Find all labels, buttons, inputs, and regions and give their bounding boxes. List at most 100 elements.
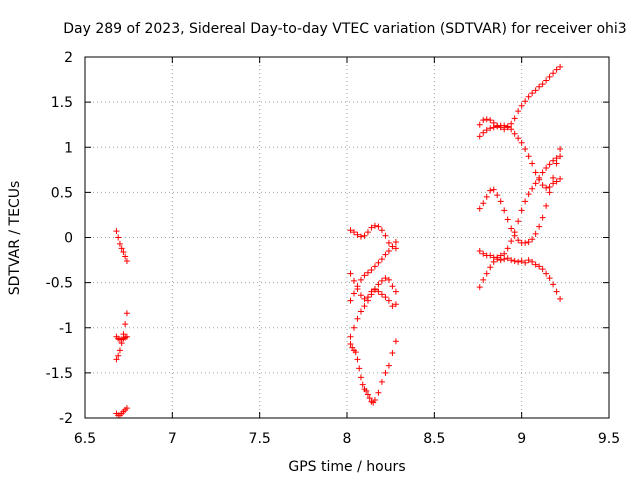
data-point [546,189,553,196]
data-point [361,303,368,310]
data-point [557,295,564,302]
grid-lines [85,57,609,418]
data-point [525,239,532,246]
data-point [382,275,389,282]
data-point [361,272,368,279]
data-point [511,115,518,122]
data-point [487,117,494,124]
x-tick-label: 8.5 [423,431,445,447]
data-point [364,269,371,276]
data-point [508,126,515,133]
x-tick-label: 6.5 [74,431,96,447]
data-point [494,192,501,199]
data-point [120,248,127,255]
data-point [515,108,522,115]
data-point [354,356,361,363]
y-tick-labels: -2 -1.5 -1 -0.5 0 0.5 1 1.5 2 [46,50,73,427]
data-point [487,252,494,259]
data-point [480,117,487,124]
data-point [539,214,546,221]
data-point [529,258,536,265]
data-point [354,315,361,322]
data-point [518,257,525,264]
y-axis-label: SDTVAR / TECUs [7,181,23,296]
y-tick-label: -1 [59,321,73,337]
data-point [494,123,501,130]
data-point [378,277,385,284]
data-point [347,333,354,340]
data-point [508,257,515,264]
data-point [364,229,371,236]
data-point [553,160,560,167]
data-point [389,303,396,310]
data-point [508,120,515,127]
data-point [546,73,553,80]
chart-title: Day 289 of 2023, Sidereal Day-to-day VTE… [63,21,626,37]
data-point [375,259,382,266]
data-point [529,236,536,243]
data-point [543,202,550,209]
data-point [385,248,392,255]
data-point [375,223,382,230]
data-point [532,230,539,237]
data-point [553,288,560,295]
data-point [122,321,129,328]
data-point [375,288,382,295]
data-point [553,66,560,73]
data-point [539,169,546,176]
data-point [363,387,370,394]
data-point [480,129,487,136]
data-point [368,266,375,273]
data-point [382,369,389,376]
y-tick-label: 0 [64,231,73,247]
data-point [529,90,536,97]
data-point [480,200,487,207]
data-point [347,340,354,347]
data-point [525,93,532,100]
data-point [550,70,557,77]
data-point [347,227,354,234]
data-point [368,224,375,231]
y-tick-label: 2 [64,50,73,66]
x-tick-label: 8 [343,431,352,447]
data-point [375,281,382,288]
x-axis-label: GPS time / hours [288,459,405,475]
data-point [550,174,557,181]
data-point [480,276,487,283]
data-point [352,349,359,356]
data-point [543,184,550,191]
data-point [371,396,378,403]
data-point [483,127,490,134]
data-point [487,187,494,194]
data-point [525,153,532,160]
data-point [553,155,560,162]
data-point [371,263,378,270]
data-point [550,180,557,187]
data-point [115,234,122,241]
data-point [483,193,490,200]
data-point [525,191,532,198]
data-point [368,291,375,298]
data-point [483,270,490,277]
data-point [543,77,550,84]
data-point [476,133,483,140]
data-point [350,229,357,236]
data-point [354,283,361,290]
data-point [382,251,389,258]
data-point [490,124,497,131]
data-point [487,125,494,132]
data-point [392,239,399,246]
data-point [382,232,389,239]
data-point [364,391,371,398]
data-point [385,297,392,304]
data-point [389,350,396,357]
data-point [490,258,497,265]
data-point [522,146,529,153]
data-point [385,276,392,283]
data-point [543,165,550,172]
data-point [357,276,364,283]
data-point [116,240,123,247]
data-point [557,63,564,70]
y-tick-label: -0.5 [46,276,73,292]
